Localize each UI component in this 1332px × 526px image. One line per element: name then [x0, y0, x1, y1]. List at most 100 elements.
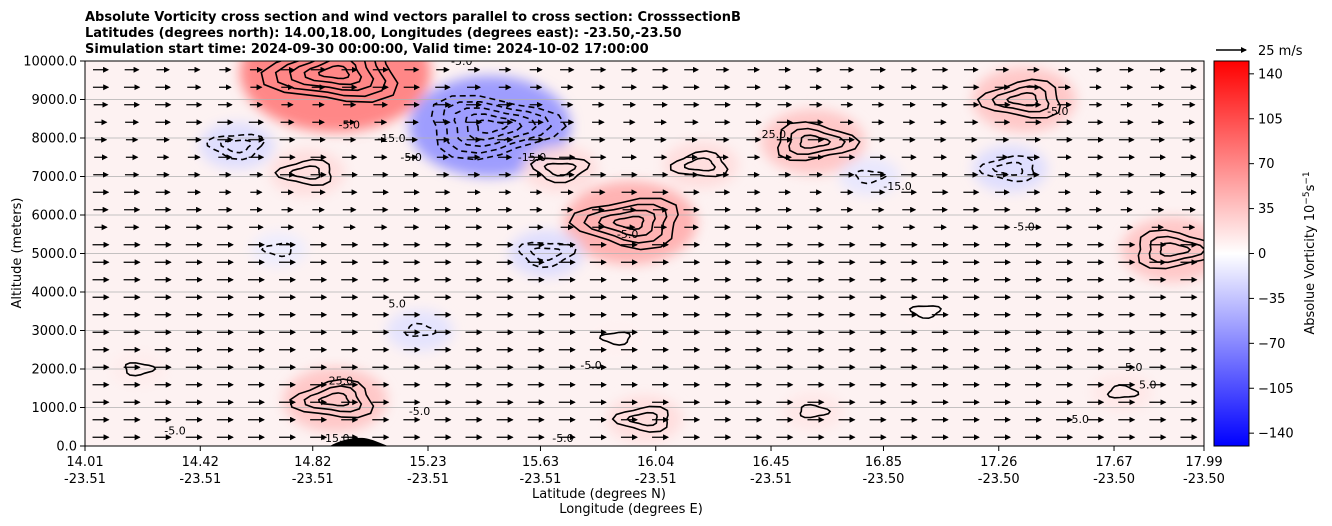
x-tick-label-latitude: 16.04: [637, 455, 674, 470]
contour-line: [597, 209, 656, 238]
x-tick-label-longitude: -23.51: [407, 472, 449, 487]
contour-line: [799, 403, 832, 419]
y-tick-label: 6000.0: [32, 209, 78, 224]
colorbar-tick-label: 105: [1258, 112, 1283, 127]
chart-title-line-3: Simulation start time: 2024-09-30 00:00:…: [85, 42, 649, 57]
contour-label: -5.0: [617, 228, 638, 241]
colorbar-tick-label: −70: [1258, 337, 1285, 352]
horizontal-gridlines: [85, 61, 1204, 446]
contour-line: [261, 242, 293, 258]
quiver-key-label: 25 m/s: [1258, 44, 1303, 59]
y-axis-label: Altitude (meters): [10, 198, 25, 309]
contour-label: 25.0: [329, 374, 354, 387]
terrain-hill: [330, 437, 388, 446]
y-tick-label: 2000.0: [32, 363, 78, 378]
x-tick-label-latitude: 17.67: [1095, 455, 1132, 470]
contour-line: [1159, 242, 1192, 257]
contour-line: [317, 392, 351, 407]
contour-label: -5.0: [552, 432, 573, 445]
chart-title-line-2: Latitudes (degrees north): 14.00,18.00, …: [85, 26, 682, 41]
contour-line: [516, 241, 577, 269]
contour-line: [430, 94, 567, 161]
x-axis-label-latitude: Latitude (degrees N): [532, 487, 666, 502]
contour-label: -5.0: [400, 151, 421, 164]
y-tick-label: 3000.0: [32, 324, 78, 339]
y-tick-label: 10000.0: [23, 55, 77, 70]
colorbar-tick-label: −105: [1258, 382, 1294, 397]
y-tick-label: 9000.0: [32, 93, 78, 108]
y-tick-label: 1000.0: [32, 401, 78, 416]
contour-label: -5.0: [164, 424, 185, 437]
y-axis-ticks: 0.0 1000.0 2000.0 3000.0 4000.0 5000.0 6000.0 7…: [23, 55, 85, 455]
contour-line: [274, 158, 332, 187]
contour-line: [1106, 384, 1140, 399]
colorbar-tick-label: 35: [1258, 202, 1275, 217]
contour-line: [543, 162, 577, 177]
contour-line: [612, 215, 645, 231]
contour-line: [776, 121, 861, 162]
contour-label: -15.0: [518, 151, 546, 164]
vorticity-blob: [972, 145, 1048, 193]
x-tick-label-latitude: 15.23: [409, 455, 446, 470]
x-tick-label-longitude: -23.51: [750, 472, 792, 487]
contour-label: 5.0: [388, 297, 406, 310]
colorbar-tick-label: 0: [1258, 247, 1266, 262]
contour-line: [908, 305, 943, 320]
vorticity-blob: [199, 122, 275, 170]
x-tick-label-longitude: -23.51: [64, 472, 106, 487]
x-tick-label-longitude: -23.51: [635, 472, 677, 487]
y-tick-label: 8000.0: [32, 132, 78, 147]
contour-label: -5.0: [1013, 220, 1034, 233]
contour-line: [303, 385, 363, 413]
contour-line: [220, 139, 253, 154]
x-tick-label-longitude: -23.50: [1183, 472, 1225, 487]
contour-line: [568, 197, 679, 251]
x-tick-label-longitude: -23.51: [179, 472, 221, 487]
contour-line: [476, 119, 508, 134]
x-tick-label-latitude: 14.01: [66, 455, 103, 470]
x-tick-label-longitude: -23.51: [520, 472, 562, 487]
colorbar-gradient: [1213, 60, 1250, 447]
contour-label: 5.0: [1139, 378, 1157, 391]
vorticity-blob: [251, 232, 307, 267]
x-tick-label-latitude: 17.99: [1185, 455, 1222, 470]
contour-line: [669, 150, 729, 178]
contour-line: [529, 247, 563, 262]
colorbar-tick-label: 140: [1258, 67, 1283, 82]
contour-line: [274, 61, 387, 98]
y-tick-label: 5000.0: [32, 247, 78, 262]
contour-line: [1148, 235, 1204, 264]
contour-label: -5.0: [451, 55, 472, 68]
x-tick-label-latitude: 16.45: [752, 455, 789, 470]
colorbar-label: Absolue Vorticity 10−5s−1: [1302, 171, 1318, 334]
vorticity-blob: [606, 395, 683, 443]
wind-vectors: [92, 66, 1198, 441]
x-tick-label-latitude: 14.42: [182, 455, 219, 470]
contour-label: 5.0: [1125, 361, 1143, 374]
plot-area: -5.0 -5.0 -15.0 -5.0 -15.0 -15.0 -5.0 -5.0 5.0 25…: [84, 55, 1205, 447]
vorticity-blob: [1121, 217, 1204, 283]
colorbar-tick-label: 70: [1258, 157, 1275, 172]
contour-line: [303, 61, 363, 86]
contour-labels: -5.0 -5.0 -15.0 -5.0 -15.0 -15.0 -5.0 -5.0 5.0 25…: [164, 55, 1157, 445]
contour-line: [464, 113, 523, 141]
contour-line: [626, 411, 658, 427]
colorbar-tick-label: −140: [1258, 427, 1294, 442]
colorbar-tick-label: −35: [1258, 292, 1285, 307]
x-tick-label-longitude: -23.50: [1093, 472, 1135, 487]
contour-line: [1006, 91, 1039, 107]
vorticity-blob: [240, 61, 431, 133]
contour-line: [124, 362, 157, 377]
contour-label: -5.0: [580, 359, 601, 372]
contour-label: 25.0: [762, 128, 787, 141]
contour-label: -15.0: [377, 132, 405, 145]
y-tick-label: 7000.0: [32, 170, 78, 185]
y-tick-label: 0.0: [56, 440, 77, 455]
vorticity-blob: [902, 296, 949, 326]
contour-line: [854, 169, 887, 185]
contour-label: -5.0: [339, 118, 360, 131]
vorticity-blob: [269, 149, 345, 197]
x-tick-label-longitude: -23.50: [978, 472, 1020, 487]
x-tick-label-latitude: 15.63: [522, 455, 559, 470]
